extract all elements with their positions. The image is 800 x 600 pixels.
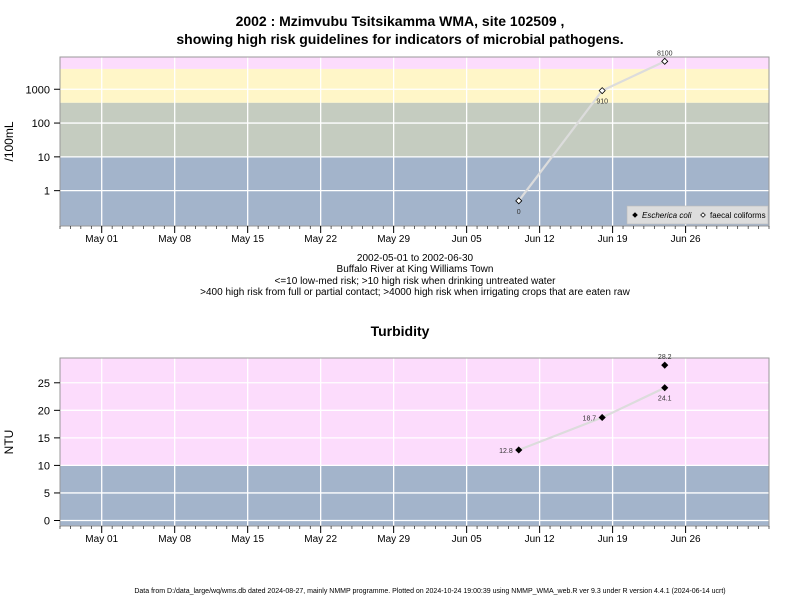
x-tick-label: Jun 05 [452, 534, 482, 545]
data-label: 0 [517, 209, 521, 216]
x-tick-label: Jun 26 [671, 534, 701, 545]
x-tick-label: May 01 [85, 534, 118, 545]
x-tick-label: Jun 05 [452, 234, 482, 245]
x-tick-label: Jun 19 [598, 234, 628, 245]
y-tick-label: 10 [38, 152, 50, 164]
x-tick-label: May 22 [304, 534, 337, 545]
contact-risk-caption: >400 high risk from full or partial cont… [200, 287, 630, 298]
x-tick-label: Jun 26 [671, 234, 701, 245]
data-label: 8100 [657, 50, 673, 57]
risk-band-2 [60, 102, 769, 157]
x-tick-label: Jun 12 [525, 534, 555, 545]
x-tick-label: Jun 19 [598, 534, 628, 545]
x-tick-label: May 01 [85, 234, 118, 245]
data-point-marker [598, 413, 606, 422]
panel-title: Turbidity [371, 323, 430, 339]
x-tick-label: May 08 [158, 534, 191, 545]
y-tick-label: 20 [38, 405, 50, 417]
data-point-marker [515, 197, 523, 205]
x-tick-label: May 15 [231, 534, 264, 545]
data-label: 28.2 [658, 354, 672, 361]
y-tick-label: 1 [44, 186, 50, 198]
chart-title-line1: 2002 : Mzimvubu Tsitsikamma WMA, site 10… [235, 13, 565, 29]
legend-marker-faecal [700, 212, 706, 218]
data-point-marker [661, 57, 669, 65]
date-range-caption: 2002-05-01 to 2002-06-30 [356, 253, 474, 264]
data-point-marker [661, 361, 669, 369]
y-tick-label: 10 [38, 460, 50, 472]
x-tick-label: May 29 [377, 234, 410, 245]
y-tick-label: 5 [44, 488, 50, 500]
y-tick-label: 0 [44, 515, 50, 527]
risk-band-1 [60, 465, 769, 526]
legend-label-ecoli: Escherica coli [642, 211, 692, 220]
x-tick-label: May 22 [304, 234, 337, 245]
x-tick-label: Jun 12 [525, 234, 555, 245]
legend-label-faecal: faecal coliforms [710, 211, 766, 220]
y-axis-label: NTU [2, 430, 16, 455]
x-tick-label: May 15 [231, 234, 264, 245]
data-point-marker [661, 384, 669, 392]
data-label: 910 [596, 99, 608, 106]
risk-band-2 [60, 358, 769, 466]
chart-title-line2: showing high risk guidelines for indicat… [176, 31, 624, 47]
y-tick-label: 25 [38, 378, 50, 390]
legend-marker-ecoli [632, 212, 638, 218]
data-label: 18.7 [583, 415, 597, 422]
data-label: 24.1 [658, 396, 672, 403]
data-label: 12.8 [499, 448, 513, 455]
legend-box [626, 205, 769, 225]
y-tick-label: 100 [32, 118, 50, 130]
drinking-risk-caption: <=10 low-med risk; >10 high risk when dr… [274, 276, 556, 287]
risk-band-4 [60, 57, 769, 69]
y-axis-label: /100mL [2, 121, 16, 161]
y-tick-label: 15 [38, 433, 50, 445]
x-tick-label: May 08 [158, 234, 191, 245]
data-point-marker [515, 446, 523, 454]
site-caption: Buffalo River at King Williams Town [336, 264, 494, 275]
data-point-marker [598, 87, 606, 95]
x-tick-label: May 29 [377, 534, 410, 545]
risk-band-3 [60, 68, 769, 103]
y-tick-label: 1000 [26, 84, 50, 96]
footer-note: Data from D:/data_large/wq/wms.db dated … [134, 588, 726, 595]
